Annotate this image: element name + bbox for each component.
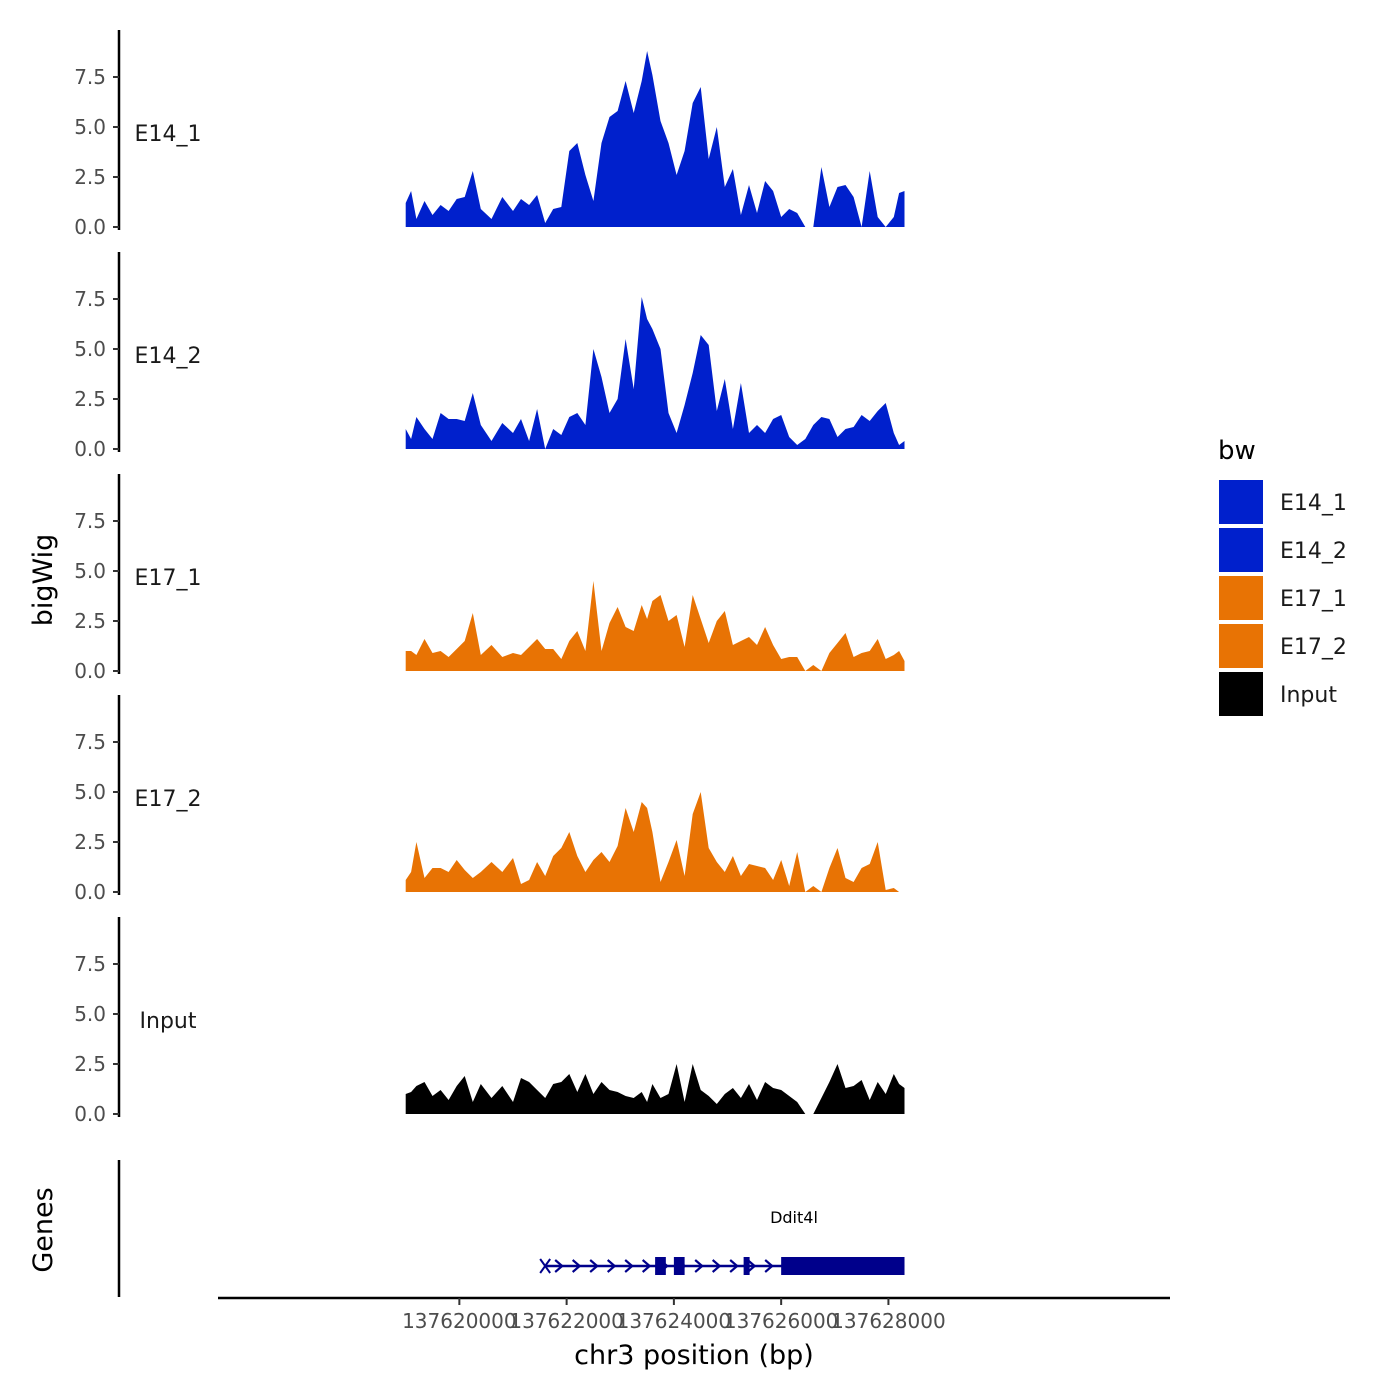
strand-arrow: [571, 1259, 582, 1273]
y-tick-label: 2.5: [74, 387, 106, 411]
y-tick-label: 2.5: [74, 1052, 106, 1076]
bigwig-tracks: 0.0 2.5 5.0 7.5 E14_1 0.0 2.5 5.0 7.5 E14_2 0.0 2.5…: [74, 30, 905, 1126]
x-tick-label: 137624000: [617, 1309, 732, 1333]
signal-area-E17_1: [405, 581, 905, 671]
legend: bw E14_1 E14_2 E17_1 E17_2 Input: [1218, 436, 1347, 716]
y-tick-label: 2.5: [74, 609, 106, 633]
y-tick-label: 7.5: [74, 730, 106, 754]
y-tick-label: 0.0: [74, 215, 106, 239]
legend-swatch-E17_2: [1219, 624, 1263, 668]
y-tick-label: 0.0: [74, 659, 106, 683]
legend-swatch-Input: [1219, 672, 1263, 716]
strand-arrow: [641, 1259, 652, 1273]
legend-label: E14_1: [1280, 491, 1347, 516]
strand-arrow: [764, 1259, 774, 1273]
strand-arrow: [589, 1259, 599, 1273]
strand-arrow: [624, 1259, 634, 1273]
x-tick-label: 137626000: [724, 1309, 839, 1333]
track-Input: 0.0 2.5 5.0 7.5 Input: [74, 917, 905, 1126]
y-tick-label: 2.5: [74, 165, 106, 189]
y-tick-label: 5.0: [74, 559, 106, 583]
y-tick-label: 7.5: [74, 287, 106, 311]
gene-track: Ddit4l: [117, 1160, 905, 1297]
gene-Ddit4l: Ddit4l: [539, 1208, 905, 1275]
track-label: E14_2: [135, 344, 202, 369]
legend-label: E17_2: [1280, 635, 1347, 660]
genes-axis-title: Genes: [28, 1187, 59, 1272]
x-tick-label: 137622000: [509, 1309, 624, 1333]
y-tick-label: 7.5: [74, 509, 106, 533]
signal-area-E14_2: [405, 297, 905, 449]
x-tick-label: 137628000: [831, 1309, 946, 1333]
y-tick-label: 0.0: [74, 437, 106, 461]
strand-arrow: [554, 1259, 564, 1273]
x-axis: 1376200001376220001376240001376260001376…: [218, 1296, 1170, 1333]
x-tick-label: 137620000: [402, 1309, 517, 1333]
track-E17_1: 0.0 2.5 5.0 7.5 E17_1: [74, 474, 905, 683]
y-tick-label: 5.0: [74, 115, 106, 139]
signal-area-E17_2: [405, 792, 905, 892]
strand-arrow: [606, 1259, 617, 1273]
legend-swatch-E14_1: [1219, 480, 1263, 524]
strand-arrow: [746, 1259, 757, 1273]
legend-swatch-E17_1: [1219, 576, 1263, 620]
y-tick-label: 0.0: [74, 880, 106, 904]
y-tick-label: 5.0: [74, 780, 106, 804]
legend-title: bw: [1218, 436, 1256, 466]
gene-exon: [655, 1257, 666, 1275]
track-label: Input: [140, 1009, 197, 1034]
gene-exon: [781, 1257, 905, 1275]
y-tick-label: 7.5: [74, 952, 106, 976]
track-label: E14_1: [135, 122, 202, 147]
legend-label: E17_1: [1280, 587, 1347, 612]
legend-label: E14_2: [1280, 539, 1347, 564]
track-E17_2: 0.0 2.5 5.0 7.5 E17_2: [74, 695, 905, 904]
track-E14_1: 0.0 2.5 5.0 7.5 E14_1: [74, 30, 905, 239]
y-tick-label: 5.0: [74, 337, 106, 361]
strand-arrow: [729, 1259, 739, 1273]
gene-name-label: Ddit4l: [770, 1208, 818, 1227]
gene-start-mark: [539, 1258, 551, 1274]
y-tick-label: 7.5: [74, 65, 106, 89]
legend-swatch-E14_2: [1219, 528, 1263, 572]
track-label: E17_2: [135, 787, 202, 812]
legend-label: Input: [1280, 683, 1337, 708]
y-tick-label: 2.5: [74, 830, 106, 854]
y-tick-label: 0.0: [74, 1102, 106, 1126]
gene-exon: [673, 1257, 685, 1275]
y-axis-title: bigWig: [28, 534, 59, 627]
track-E14_2: 0.0 2.5 5.0 7.5 E14_2: [74, 252, 905, 461]
signal-area-Input: [405, 1064, 905, 1114]
y-tick-label: 5.0: [74, 1002, 106, 1026]
signal-area-E14_1: [405, 51, 905, 227]
gene-exon: [743, 1257, 750, 1275]
strand-arrow: [711, 1259, 722, 1273]
x-axis-title: chr3 position (bp): [574, 1340, 814, 1371]
track-label: E17_1: [135, 566, 202, 591]
strand-arrow: [694, 1259, 704, 1273]
